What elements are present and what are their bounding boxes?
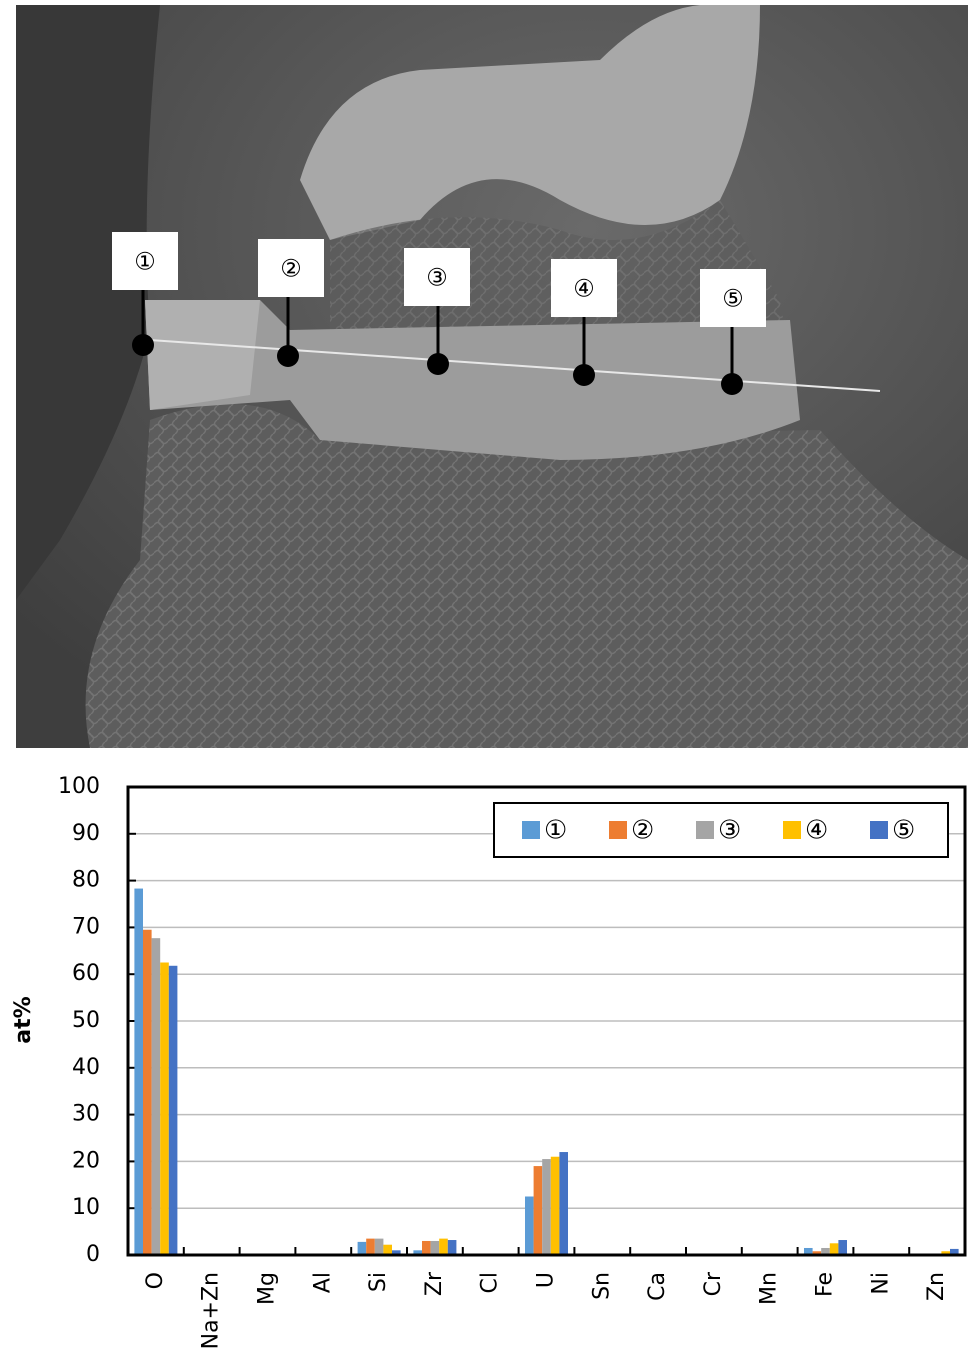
legend-label: ③ (718, 816, 741, 846)
bar (525, 1196, 534, 1255)
y-tick-label: 60 (72, 961, 100, 986)
bar (439, 1238, 448, 1255)
bar (374, 1238, 384, 1255)
marker-label: ② (280, 255, 302, 283)
bar (383, 1244, 392, 1255)
marker-dot (721, 373, 743, 395)
y-tick-label: 90 (72, 821, 100, 846)
legend-label: ④ (805, 816, 828, 846)
bar (838, 1240, 847, 1255)
legend-swatch (696, 821, 714, 839)
x-tick-label: Zn (924, 1272, 949, 1301)
marker-dot (427, 353, 449, 375)
x-tick-label: Cr (701, 1271, 726, 1296)
marker-dot (132, 334, 154, 356)
marker-box (700, 269, 766, 327)
legend-label: ① (544, 816, 567, 846)
chart: at% 0 10 20 30 40 50 60 70 80 90 100 O Na+Zn Mg Al Si Zr… (11, 774, 967, 1349)
legend-label: ⑤ (892, 816, 915, 846)
y-tick-label: 40 (72, 1055, 100, 1080)
x-tick-label: Si (366, 1272, 391, 1292)
legend-swatch (783, 821, 801, 839)
marker-dot (573, 364, 595, 386)
bar (812, 1251, 822, 1255)
markers: ① ② ③ ④ ⑤ (112, 232, 766, 395)
y-tick-label: 50 (72, 1008, 100, 1033)
bar (821, 1247, 830, 1255)
marker-label: ⑤ (722, 285, 744, 313)
bar (941, 1251, 950, 1255)
x-tick-label: Mg (255, 1272, 280, 1305)
x-tick-label: Na+Zn (199, 1272, 224, 1349)
bar (542, 1159, 551, 1255)
bar (160, 962, 169, 1255)
bar (413, 1250, 422, 1255)
y-tick-label: 10 (72, 1195, 100, 1220)
bar (357, 1241, 367, 1255)
y-tick-label: 0 (86, 1242, 100, 1267)
x-tick-label: Zr (422, 1271, 447, 1296)
legend-swatch (522, 821, 540, 839)
marker-label: ④ (573, 275, 595, 303)
marker-dot (277, 345, 299, 367)
bar (533, 1166, 543, 1255)
marker-box (404, 248, 470, 306)
bar (151, 938, 161, 1255)
marker-box (258, 239, 324, 297)
marker-label: ③ (426, 264, 448, 292)
legend-swatch (609, 821, 627, 839)
x-tick-label: Fe (813, 1272, 838, 1297)
sem-image (16, 5, 969, 748)
x-tick-label: Sn (589, 1272, 614, 1300)
y-tick-label: 80 (72, 868, 100, 893)
bar (366, 1238, 375, 1255)
legend-label: ② (631, 816, 654, 846)
marker-box (112, 232, 178, 290)
bar (392, 1250, 401, 1255)
x-tick-label: O (143, 1272, 168, 1289)
plot-frame (126, 785, 967, 1257)
bar (829, 1243, 839, 1255)
bar (143, 929, 152, 1255)
marker-label: ① (134, 248, 156, 276)
bar (168, 965, 178, 1255)
bar (950, 1248, 959, 1255)
legend-swatch (870, 821, 888, 839)
x-tick-label: Ni (868, 1272, 893, 1295)
y-axis-label: at% (11, 996, 36, 1043)
bar (804, 1247, 813, 1255)
y-tick-label: 20 (72, 1148, 100, 1173)
bar (447, 1240, 457, 1255)
x-tick-label: Al (310, 1272, 335, 1293)
x-tick-label: U (534, 1272, 559, 1288)
bar (134, 888, 143, 1255)
bar (550, 1156, 560, 1255)
bar (422, 1240, 431, 1255)
bar (430, 1240, 440, 1255)
y-tick-label: 70 (72, 914, 100, 939)
y-tick-label: 100 (58, 774, 100, 799)
marker-box (551, 259, 617, 317)
x-tick-label: Mn (757, 1272, 782, 1305)
x-tick-label: Ca (645, 1272, 670, 1301)
x-tick-label: Cl (478, 1272, 503, 1293)
bar (559, 1152, 568, 1255)
y-tick-label: 30 (72, 1102, 100, 1127)
